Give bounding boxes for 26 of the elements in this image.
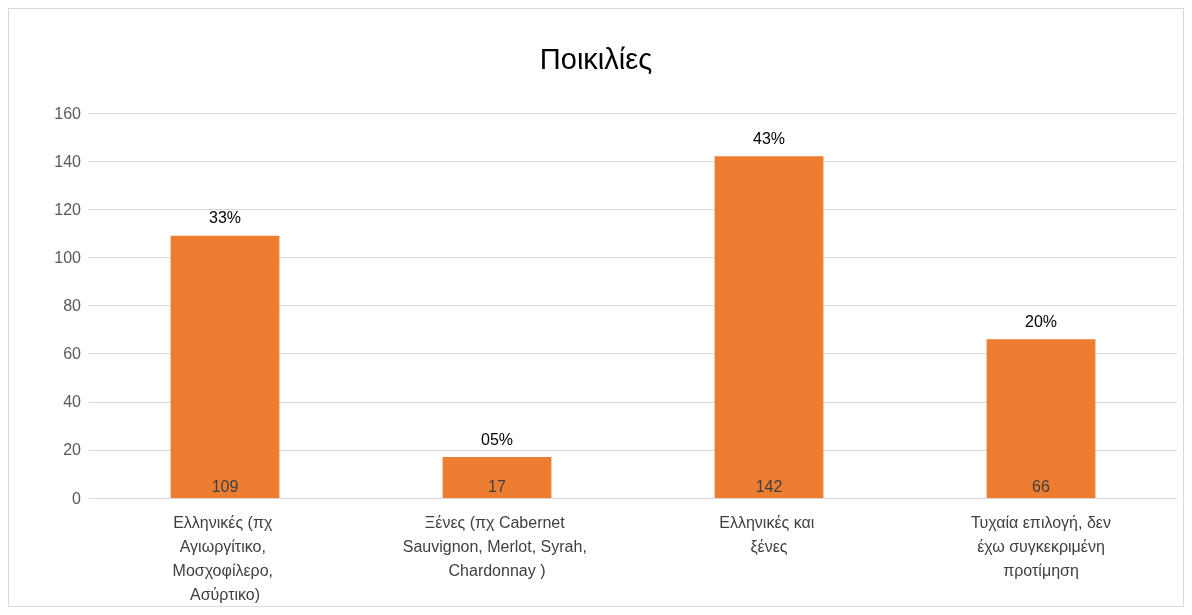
data-label: 66 xyxy=(1032,477,1050,495)
y-tick-label: 120 xyxy=(54,200,82,218)
y-tick-label: 80 xyxy=(63,297,82,314)
y-tick-label: 60 xyxy=(63,345,82,363)
annotation: 33% xyxy=(208,209,242,227)
bar xyxy=(986,339,1096,498)
bar xyxy=(442,457,552,498)
y-tick-label: 40 xyxy=(63,393,82,411)
y-tick-label: 20 xyxy=(63,441,82,459)
data-label: 17 xyxy=(488,477,506,495)
y-tick-label: 160 xyxy=(54,104,82,122)
x-tick-label: Ελληνικές και ξένες xyxy=(719,513,819,556)
x-tick-label: Ελληνικές (πχ Αγιωργίτικο, Μοσχοφίλερο, Ασύρτικο) xyxy=(172,513,278,603)
y-tick-label: 100 xyxy=(54,248,82,266)
annotation: 20% xyxy=(1024,312,1058,330)
data-label: 109 xyxy=(211,477,239,495)
y-tick-label: 140 xyxy=(54,152,82,170)
x-tick-label: Ξένες (πχ Cabernet Sauvignon, Merlot, Syrah, Chardonnay ) xyxy=(402,513,592,579)
y-tick-label: 0 xyxy=(72,489,82,507)
x-tick-label: Τυχαία επιλογή, δεν έχω συγκεκριμένη προτίμηση xyxy=(971,513,1111,579)
chart-title: Ποικιλίες xyxy=(539,42,653,75)
data-label: 142 xyxy=(755,477,783,495)
annotation: 43% xyxy=(752,129,786,147)
annotation: 05% xyxy=(480,430,514,448)
bar xyxy=(170,235,280,498)
bar xyxy=(714,156,824,498)
